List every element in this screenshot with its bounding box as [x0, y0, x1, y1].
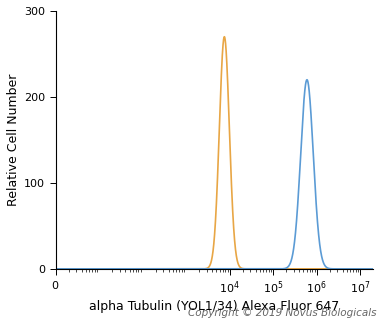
Y-axis label: Relative Cell Number: Relative Cell Number: [7, 74, 20, 206]
Text: Copyright © 2019 Novus Biologicals: Copyright © 2019 Novus Biologicals: [188, 308, 376, 318]
X-axis label: alpha Tubulin (YOL1/34) Alexa Fluor 647: alpha Tubulin (YOL1/34) Alexa Fluor 647: [89, 300, 339, 313]
